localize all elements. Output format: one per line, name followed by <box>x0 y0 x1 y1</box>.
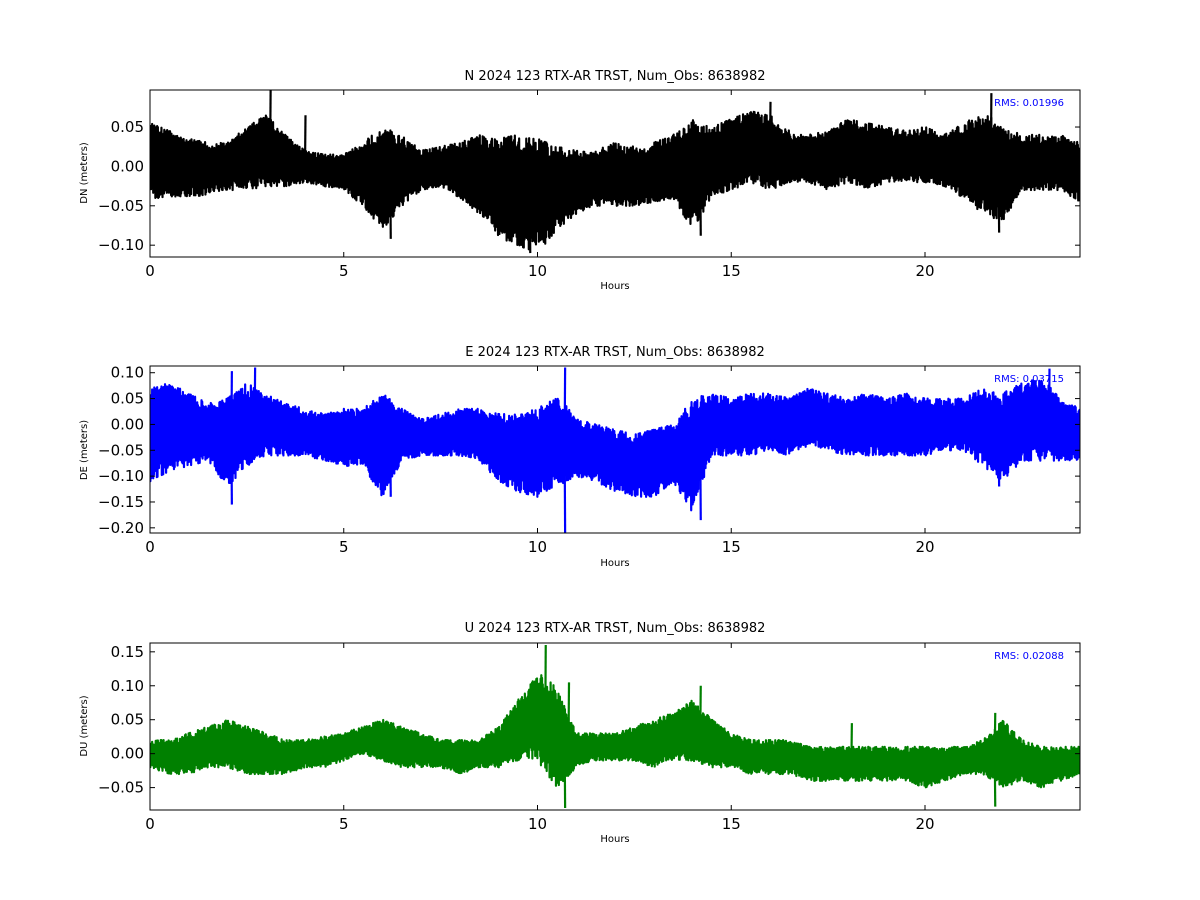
subplot-e-xtick-label: 15 <box>722 538 741 556</box>
subplot-e: E 2024 123 RTX-AR TRST, Num_Obs: 8638982… <box>79 345 1081 569</box>
subplot-u-ytick-label: 0.10 <box>111 677 144 695</box>
subplot-n-ytick-label: 0.05 <box>111 118 144 136</box>
subplot-u-spike-5 <box>993 712 997 756</box>
subplot-u-spike-0 <box>544 645 547 725</box>
subplot-e-spike-1 <box>230 438 233 505</box>
subplot-e-ytick-label: 0.00 <box>111 415 144 433</box>
subplot-u-xtick-label: 0 <box>145 815 155 833</box>
subplot-u-xtick-label: 20 <box>915 815 934 833</box>
subplot-n-xtick-label: 15 <box>722 262 741 280</box>
subplot-n-spike-0 <box>269 90 272 153</box>
subplot-n-spike-3 <box>528 193 532 254</box>
subplot-u-ytick-label: −0.05 <box>98 779 144 797</box>
subplot-u: U 2024 123 RTX-AR TRST, Num_Obs: 8638982… <box>79 621 1081 845</box>
subplot-e-spike-3 <box>389 440 392 497</box>
subplot-e-axes-frame <box>149 365 1081 534</box>
subplot-n-xtick-label: 0 <box>145 262 155 280</box>
subplot-e-xtick-label: 10 <box>528 538 547 556</box>
subplot-n-xtick-label: 5 <box>339 262 349 280</box>
subplot-e-spike-2 <box>253 367 257 425</box>
subplot-e-spike-4 <box>563 367 567 444</box>
subplot-u-spike-2 <box>567 682 571 745</box>
subplot-u-ytick-label: 0.00 <box>111 745 144 763</box>
subplot-n-xtick-label: 20 <box>915 262 934 280</box>
subplot-e-ytick-label: 0.05 <box>111 390 144 408</box>
subplot-e-ytick-label: −0.05 <box>98 441 144 459</box>
subplot-e-ylabel: DE (meters) <box>79 420 90 480</box>
subplot-e-spike-0 <box>230 371 233 439</box>
subplot-u-series-line <box>150 674 1080 789</box>
subplot-e-spike-6 <box>699 443 702 521</box>
subplot-u-ytick-label: 0.05 <box>111 711 144 729</box>
subplot-e-plot: 0 5 10 15 20 −0.20 −0.15 −0.10 −0.05 0.00 0.05 0.10… <box>98 364 1081 556</box>
subplot-e-ytick-label: 0.10 <box>111 364 144 382</box>
subplot-n-spike-5 <box>768 101 772 153</box>
subplot-n-spike-7 <box>997 171 1001 233</box>
subplot-n-spike-2 <box>389 175 392 239</box>
subplot-u-ytick-label: 0.15 <box>111 643 144 661</box>
subplot-u-spike-3 <box>699 685 702 736</box>
subplot-e-xtick-label: 5 <box>339 538 349 556</box>
subplot-u-xtick-label: 5 <box>339 815 349 833</box>
subplot-u-plot: 0 5 10 15 20 −0.05 0.00 0.05 0.10 0.15 RMS: 0.0208… <box>98 642 1081 833</box>
subplot-e-ytick-label: −0.10 <box>98 467 144 485</box>
subplot-e-xlabel: Hours <box>600 558 629 569</box>
subplot-n-series-line <box>150 110 1080 251</box>
subplot-e-spike-5 <box>563 443 567 533</box>
subplot-u-spike-6 <box>993 755 997 807</box>
subplot-n-xlabel: Hours <box>600 281 629 292</box>
subplot-u-rms-annotation: RMS: 0.02088 <box>994 651 1064 662</box>
subplot-u-xtick-label: 15 <box>722 815 741 833</box>
subplot-n-spike-6 <box>989 93 993 168</box>
subplot-n-ytick-label: −0.10 <box>98 236 144 254</box>
subplot-n-ytick-label: −0.05 <box>98 197 144 215</box>
subplot-e-ytick-label: −0.20 <box>98 519 144 537</box>
subplot-u-title: U 2024 123 RTX-AR TRST, Num_Obs: 8638982 <box>465 621 766 636</box>
subplot-e-spike-8 <box>1047 368 1051 424</box>
subplot-n-rms-annotation: RMS: 0.01996 <box>994 98 1064 109</box>
subplot-e-series-line <box>150 379 1080 512</box>
subplot-e-rms-annotation: RMS: 0.03715 <box>994 374 1064 385</box>
subplot-n-axes-frame <box>149 89 1081 258</box>
subplot-n-spike-1 <box>303 115 307 167</box>
subplot-e-spike-7 <box>997 435 1001 487</box>
subplot-n-plot: 0 5 10 15 20 −0.10 −0.05 0.00 0.05 RMS: 0.01996 <box>98 89 1081 280</box>
subplot-n-ytick-label: 0.00 <box>111 157 144 175</box>
subplot-n: N 2024 123 RTX-AR TRST, Num_Obs: 8638982… <box>79 69 1081 292</box>
subplot-u-axes-frame <box>149 642 1081 811</box>
subplot-n-title: N 2024 123 RTX-AR TRST, Num_Obs: 8638982 <box>465 69 766 84</box>
subplot-n-xtick-label: 10 <box>528 262 547 280</box>
subplot-u-spike-4 <box>850 723 853 764</box>
subplot-u-xlabel: Hours <box>600 834 629 845</box>
subplot-u-ylabel: DU (meters) <box>79 695 90 756</box>
subplot-u-spike-1 <box>563 742 567 808</box>
subplot-e-title: E 2024 123 RTX-AR TRST, Num_Obs: 8638982 <box>465 345 764 360</box>
subplot-e-xtick-label: 0 <box>145 538 155 556</box>
subplot-e-ytick-label: −0.15 <box>98 493 144 511</box>
subplot-u-xtick-label: 10 <box>528 815 547 833</box>
subplot-n-spike-4 <box>699 169 702 236</box>
subplot-n-ylabel: DN (meters) <box>79 142 90 204</box>
subplot-e-xtick-label: 20 <box>915 538 934 556</box>
